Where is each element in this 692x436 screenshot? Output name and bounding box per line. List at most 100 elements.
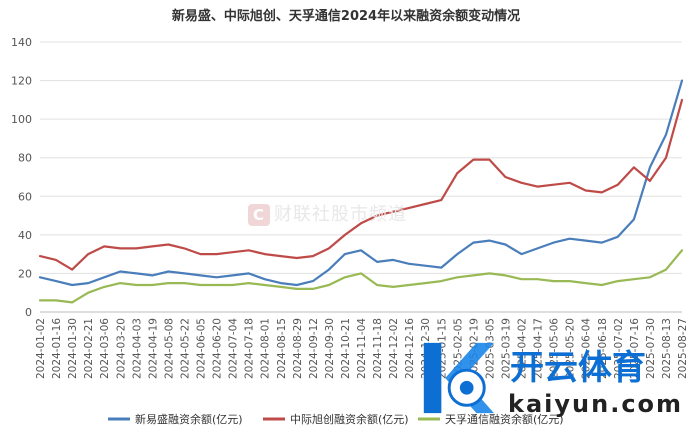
data-point bbox=[312, 288, 314, 290]
watermark-text: 财联社股市频道 bbox=[274, 204, 407, 225]
y-tick-label: 0 bbox=[25, 306, 32, 319]
series-line-0 bbox=[38, 79, 684, 287]
x-tick-label: 2025-07-16 bbox=[629, 318, 641, 379]
data-point bbox=[504, 274, 507, 276]
x-tick-label: 2024-01-16 bbox=[51, 318, 63, 379]
data-point bbox=[488, 272, 490, 275]
data-point bbox=[151, 245, 153, 248]
data-point bbox=[424, 265, 426, 267]
y-tick-label: 120 bbox=[11, 75, 32, 88]
data-point bbox=[135, 272, 137, 275]
data-point bbox=[633, 218, 635, 221]
data-point bbox=[215, 284, 218, 286]
data-point bbox=[232, 251, 234, 253]
data-point bbox=[344, 276, 346, 278]
data-point bbox=[248, 282, 250, 284]
brand-logo-icon bbox=[423, 342, 494, 414]
series-line-1 bbox=[38, 98, 684, 271]
data-point bbox=[280, 286, 282, 288]
data-point bbox=[520, 182, 523, 184]
series-lines bbox=[38, 79, 684, 304]
data-point bbox=[151, 284, 153, 286]
x-tick-label: 2024-08-15 bbox=[276, 318, 288, 379]
data-point bbox=[248, 272, 250, 275]
data-point bbox=[585, 240, 587, 242]
x-tick-label: 2024-05-08 bbox=[163, 318, 175, 379]
data-point bbox=[392, 259, 394, 261]
data-point bbox=[71, 268, 73, 271]
data-point bbox=[520, 253, 523, 255]
data-point bbox=[119, 247, 121, 249]
y-axis: 0 20 40 60 80 100 120 140 bbox=[11, 36, 32, 319]
data-point bbox=[649, 180, 651, 182]
x-tick-label: 2025-07-30 bbox=[645, 318, 657, 379]
data-point bbox=[617, 280, 619, 282]
x-tick-label: 2024-01-30 bbox=[67, 318, 79, 379]
legend-label: 天孚通信融资余额(亿元) bbox=[445, 412, 564, 426]
data-point bbox=[376, 261, 378, 263]
x-tick-label: 2025-06-04 bbox=[581, 318, 593, 379]
data-point bbox=[472, 241, 474, 244]
brand-url: kaiyun.com bbox=[508, 390, 684, 418]
data-point bbox=[199, 274, 202, 276]
data-point bbox=[569, 182, 571, 184]
data-point bbox=[280, 255, 282, 257]
data-point bbox=[601, 284, 603, 286]
data-point bbox=[55, 259, 57, 261]
data-point bbox=[87, 282, 89, 284]
data-point bbox=[312, 280, 314, 282]
x-tick-label: 2024-09-12 bbox=[308, 318, 320, 379]
x-tick-label: 2024-07-04 bbox=[228, 318, 240, 379]
data-point bbox=[199, 253, 202, 255]
data-point bbox=[344, 253, 346, 255]
data-point bbox=[408, 263, 410, 265]
data-point bbox=[183, 247, 186, 249]
data-point bbox=[328, 284, 330, 286]
data-point bbox=[264, 284, 266, 286]
x-tick-label: 2024-06-20 bbox=[212, 318, 224, 379]
data-point bbox=[488, 159, 490, 161]
y-tick-label: 60 bbox=[18, 190, 32, 203]
x-tick-label: 2025-03-19 bbox=[500, 318, 512, 379]
data-point bbox=[71, 301, 73, 303]
data-point bbox=[504, 176, 507, 178]
x-tick-label: 2024-01-02 bbox=[35, 318, 47, 379]
data-point bbox=[440, 267, 442, 269]
data-point bbox=[440, 199, 442, 201]
data-point bbox=[665, 133, 667, 136]
data-point bbox=[55, 280, 57, 282]
data-point bbox=[39, 299, 41, 302]
x-tick-label: 2025-08-13 bbox=[661, 318, 673, 379]
data-point bbox=[39, 276, 41, 278]
data-point bbox=[87, 253, 89, 255]
data-point bbox=[488, 240, 490, 242]
data-point bbox=[681, 249, 683, 251]
x-tick-label: 2024-12-16 bbox=[404, 318, 416, 379]
x-tick-label: 2024-07-18 bbox=[244, 318, 256, 379]
data-point bbox=[424, 203, 426, 205]
data-point bbox=[569, 238, 571, 240]
x-axis: 2024-01-02 2024-01-16 2024-01-30 2024-02-21… bbox=[35, 311, 689, 379]
data-point bbox=[167, 243, 169, 246]
data-point bbox=[585, 282, 587, 284]
data-point bbox=[39, 255, 41, 257]
data-point bbox=[280, 282, 282, 284]
x-tick-label: 2024-08-29 bbox=[292, 318, 304, 379]
data-point bbox=[376, 284, 378, 286]
data-point bbox=[296, 284, 298, 286]
data-point bbox=[119, 270, 121, 273]
x-tick-label: 2025-05-06 bbox=[549, 318, 561, 379]
data-point bbox=[264, 253, 266, 255]
data-point bbox=[553, 184, 555, 186]
x-tick-label: 2025-05-20 bbox=[565, 318, 577, 379]
data-point bbox=[135, 247, 137, 249]
data-point bbox=[585, 189, 587, 192]
x-tick-label: 2024-10-21 bbox=[340, 318, 352, 379]
data-point bbox=[376, 214, 378, 217]
data-point bbox=[520, 278, 523, 280]
data-point bbox=[681, 99, 683, 101]
data-point bbox=[633, 166, 635, 168]
data-point bbox=[183, 282, 186, 284]
data-point bbox=[424, 282, 426, 284]
